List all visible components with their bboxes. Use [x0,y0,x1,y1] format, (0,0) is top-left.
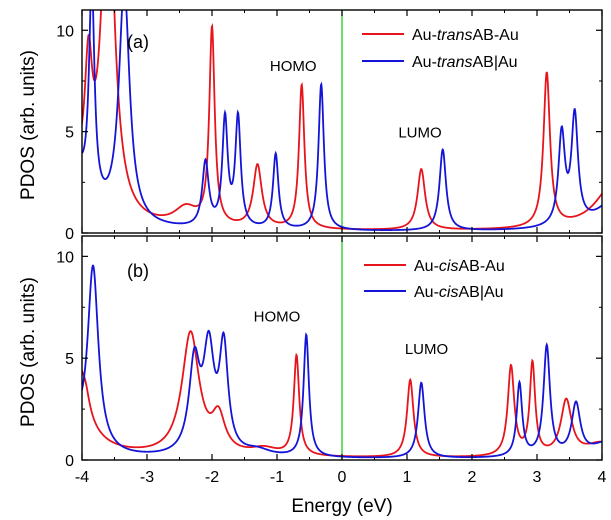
y-tick-label: 0 [65,226,74,243]
homo-label: HOMO [270,58,317,75]
x-tick-label: 4 [598,469,607,486]
y-axis-title-b: PDOS (arb. units) [18,277,39,427]
y-tick-label: 5 [65,125,74,142]
lumo-label: LUMO [405,341,448,358]
legend-a: Au-transAB-Au Au-transAB|Au [362,27,519,71]
x-tick-label: 3 [533,469,542,486]
panel-label-a: (a) [127,32,149,52]
panel-a-ticks [81,10,603,234]
y-tick-label: 0 [65,453,74,470]
x-tick-label: 1 [403,469,412,486]
x-tick-label: 0 [338,469,347,486]
y-tick-label: 10 [56,249,74,266]
x-tick-label: -1 [270,469,284,486]
x-tick-label: -3 [140,469,154,486]
x-tick-label: -2 [205,469,219,486]
panel-a: 0 5 10 (a) HOMO LUMO Au-transAB-Au Au-tr… [56,9,603,243]
legend-entry-trans-ab-gap-au: Au-transAB|Au [412,54,518,71]
panel-label-b: (b) [127,261,149,281]
x-axis-title: Energy (eV) [291,496,392,517]
legend-entry-trans-ab-au: Au-transAB-Au [412,27,519,44]
x-tick-label: 2 [468,469,477,486]
panel-b-ticks [81,236,603,461]
trans-ab-gap-au-curve [82,10,602,231]
y-tick-label: 5 [65,351,74,368]
legend-b: Au-cisAB-Au Au-cisAB|Au [364,258,505,301]
legend-entry-cis-ab-au: Au-cisAB-Au [414,258,505,275]
homo-label: HOMO [254,309,301,326]
y-tick-label: 10 [56,23,74,40]
y-axis-title-a: PDOS (arb. units) [18,50,39,200]
legend-entry-cis-ab-gap-au: Au-cisAB|Au [414,284,504,301]
panel-a-curves [82,10,602,233]
panel-b-curves [82,236,602,460]
lumo-label: LUMO [398,125,441,142]
x-tick-label: -4 [75,469,89,486]
panel-b: 0 5 10 (b) HOMO LUMO Au-cisAB-Au Au-cisA… [56,235,603,470]
